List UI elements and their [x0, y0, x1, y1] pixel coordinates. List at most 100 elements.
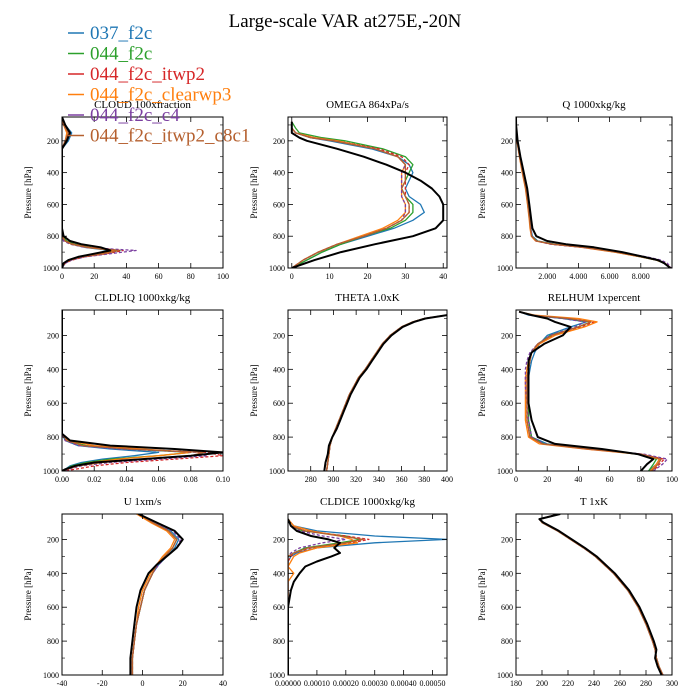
x-tick-label: 260: [614, 679, 626, 688]
legend-entry: 044_f2c_itwp2: [68, 64, 205, 85]
series-line-037_f2c: [538, 514, 664, 675]
panel-title: CLOUD 100xfraction: [94, 99, 191, 111]
series-group: [538, 514, 664, 675]
x-tick-label: 240: [588, 679, 600, 688]
x-tick-label: 300: [327, 475, 339, 484]
legend-entry: 044_f2c_c4: [68, 105, 180, 126]
legend-label: 044_f2c: [90, 44, 152, 65]
y-tick-label: 800: [501, 637, 513, 646]
series-line-044_f2c_clearwp3: [516, 117, 671, 268]
y-tick-label: 600: [501, 603, 513, 612]
x-tick-label: 40: [219, 679, 227, 688]
y-tick-label: 400: [501, 169, 513, 178]
x-tick-label: 2.000: [538, 272, 556, 281]
x-tick-label: 40: [439, 272, 447, 281]
x-tick-label: 180: [510, 679, 522, 688]
y-axis-label: Pressure [hPa]: [23, 166, 33, 218]
series-line-044_f2c_itwp2_c8c1: [291, 121, 410, 268]
plot-frame: [515, 513, 673, 676]
series-line-044_f2c_c4: [288, 518, 347, 675]
x-tick-label: 0.00020: [333, 679, 359, 688]
panel-3: CLDLIQ 1000xkg/kg Pressure [hPa] 200 400 600…: [23, 292, 230, 484]
y-tick-label: 800: [273, 637, 285, 646]
x-tick-label: 0.00010: [304, 679, 330, 688]
x-tick-label: 0: [290, 272, 294, 281]
y-axis-label: Pressure [hPa]: [23, 568, 33, 620]
y-tick-label: 800: [47, 433, 59, 442]
x-tick-label: 0.00: [55, 475, 69, 484]
figure-title: Large-scale VAR at275E,-20N: [229, 11, 462, 32]
plot-frame: [287, 513, 448, 676]
x-tick-label: 100: [217, 272, 229, 281]
y-tick-label: 800: [273, 433, 285, 442]
series-line-044_f2c_itwp2_c8c1: [538, 514, 664, 675]
x-tick-label: 40: [122, 272, 130, 281]
x-tick-label: 0.08: [184, 475, 198, 484]
x-tick-label: 0.10: [216, 475, 230, 484]
y-tick-label: 1000: [269, 671, 285, 680]
y-tick-label: 1000: [43, 467, 59, 476]
y-axis-label: Pressure [hPa]: [477, 364, 487, 416]
legend-entry: 044_f2c: [68, 44, 152, 65]
x-tick-label: 8.000: [632, 272, 650, 281]
y-tick-label: 1000: [497, 671, 513, 680]
series-line-044_f2c_itwp2: [288, 518, 370, 675]
y-tick-label: 800: [501, 433, 513, 442]
x-tick-label: 20: [364, 272, 372, 281]
y-tick-label: 1000: [497, 264, 513, 273]
series-line-044_f2c_itwp2_c8c1: [516, 117, 672, 268]
panel-title: T 1xK: [580, 496, 608, 508]
series-group: [62, 310, 223, 471]
panel-title: CLDICE 1000xkg/kg: [320, 496, 416, 508]
y-tick-label: 200: [273, 137, 285, 146]
panel-4: THETA 1.0xK Pressure [hPa] 200 400 600 800 100…: [249, 292, 453, 484]
series-line-reference: [62, 310, 223, 471]
x-tick-label: 0: [60, 272, 64, 281]
panel-title: CLDLIQ 1000xkg/kg: [95, 292, 191, 304]
x-tick-label: 6.000: [601, 272, 619, 281]
legend-entry: 037_f2c: [68, 23, 152, 44]
panel-title: Q 1000xkg/kg: [562, 99, 626, 111]
x-tick-label: 100: [666, 475, 678, 484]
x-tick-label: 40: [574, 475, 582, 484]
x-tick-label: 300: [666, 679, 678, 688]
x-tick-label: 0.00050: [420, 679, 446, 688]
x-tick-label: 80: [187, 272, 195, 281]
series-line-044_f2c_itwp2: [516, 117, 672, 268]
series-line-037_f2c: [288, 518, 447, 675]
y-axis-label: Pressure [hPa]: [249, 166, 259, 218]
panel-7: CLDICE 1000xkg/kg Pressure [hPa] 200 400 600…: [249, 496, 448, 688]
y-tick-label: 1000: [269, 467, 285, 476]
y-tick-label: 600: [501, 200, 513, 209]
legend: 037_f2c044_f2c044_f2c_itwp2044_f2c_clear…: [68, 23, 250, 147]
plot-frame: [61, 309, 224, 472]
y-tick-label: 800: [273, 232, 285, 241]
series-group: [516, 117, 672, 268]
series-line-044_f2c_clearwp3: [538, 514, 664, 675]
series-line-reference: [288, 518, 341, 675]
x-tick-label: 30: [401, 272, 409, 281]
x-tick-label: 20: [90, 272, 98, 281]
x-tick-label: 20: [179, 679, 187, 688]
x-tick-label: 0.00030: [362, 679, 388, 688]
series-line-reference: [518, 310, 655, 471]
x-tick-label: 220: [562, 679, 574, 688]
series-group: [129, 514, 184, 675]
x-tick-label: 0: [514, 475, 518, 484]
y-tick-label: 800: [47, 232, 59, 241]
panel-title: U 1xm/s: [124, 496, 162, 508]
plot-frame: [515, 116, 673, 269]
x-tick-label: 60: [606, 475, 614, 484]
x-tick-label: 400: [441, 475, 453, 484]
series-line-reference: [538, 514, 663, 675]
y-axis-label: Pressure [hPa]: [249, 364, 259, 416]
y-tick-label: 600: [47, 200, 59, 209]
x-tick-label: 80: [637, 475, 645, 484]
plot-frame: [61, 116, 224, 269]
x-tick-label: 340: [373, 475, 385, 484]
y-tick-label: 600: [273, 399, 285, 408]
